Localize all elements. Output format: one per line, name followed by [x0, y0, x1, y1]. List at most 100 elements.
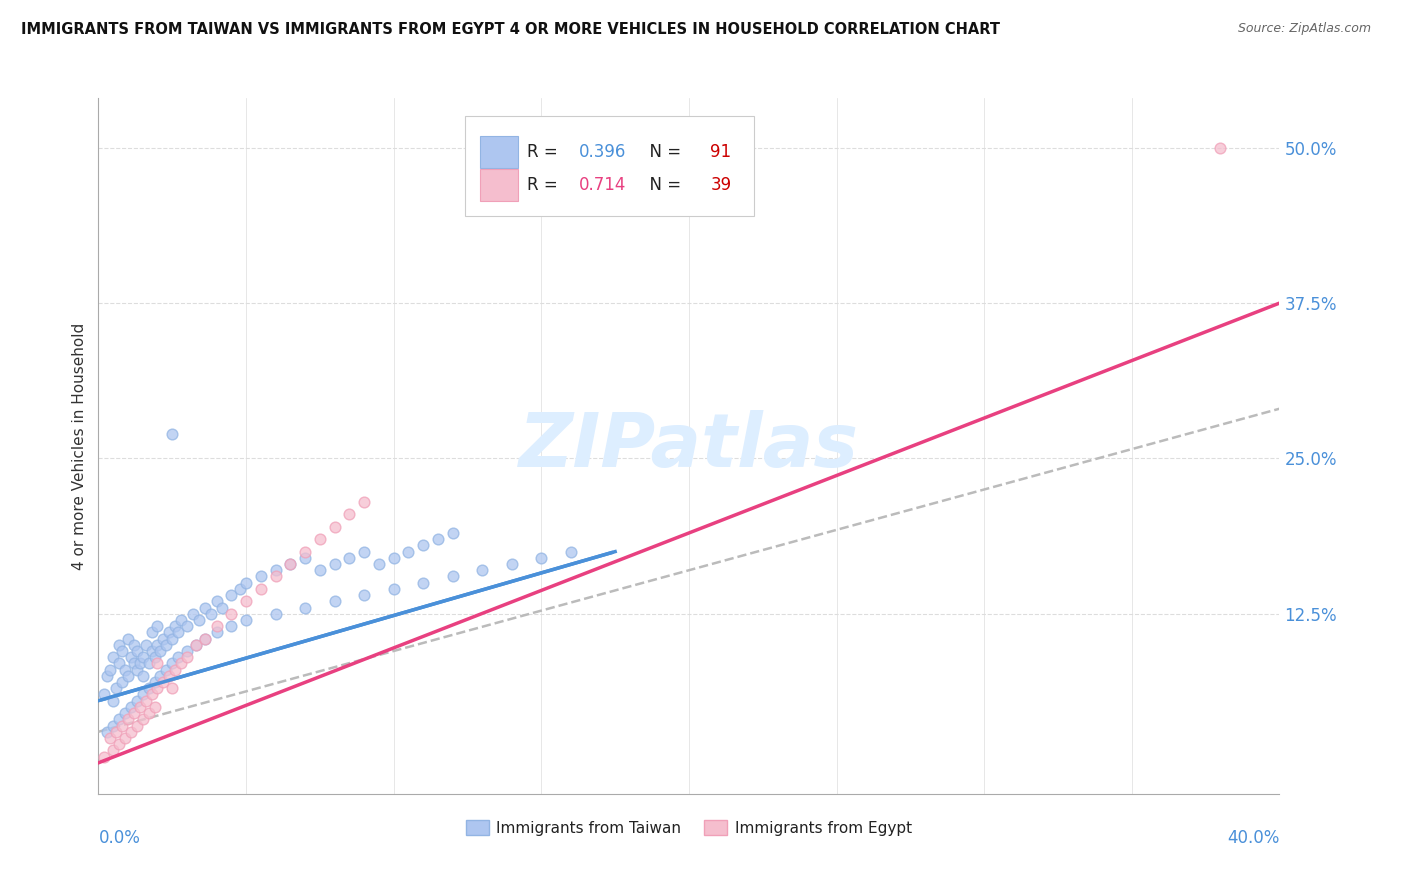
Point — [96, 724, 118, 739]
Point — [229, 582, 252, 596]
Point — [187, 613, 209, 627]
Point — [235, 575, 257, 590]
Point — [103, 743, 125, 757]
Point — [132, 650, 155, 665]
Point — [294, 600, 316, 615]
Point — [108, 712, 131, 726]
Point — [125, 644, 148, 658]
Text: N =: N = — [640, 176, 686, 194]
Point — [114, 663, 136, 677]
Text: ZIPatlas: ZIPatlas — [519, 409, 859, 483]
Point — [471, 563, 494, 577]
Text: 0.714: 0.714 — [579, 176, 627, 194]
Point — [170, 657, 193, 671]
Point — [294, 544, 316, 558]
Point — [382, 582, 405, 596]
Point — [117, 669, 139, 683]
Point — [398, 544, 420, 558]
Y-axis label: 4 or more Vehicles in Household: 4 or more Vehicles in Household — [72, 322, 87, 570]
Point — [93, 749, 115, 764]
Point — [138, 706, 160, 720]
Point — [167, 625, 190, 640]
Text: Source: ZipAtlas.com: Source: ZipAtlas.com — [1237, 22, 1371, 36]
Point — [162, 657, 183, 671]
Point — [117, 712, 139, 726]
Text: 40.0%: 40.0% — [1227, 829, 1279, 847]
Point — [155, 638, 177, 652]
Point — [108, 737, 131, 751]
Point — [264, 607, 287, 621]
Point — [250, 569, 273, 583]
FancyBboxPatch shape — [479, 169, 517, 201]
Point — [141, 625, 163, 640]
Point — [205, 625, 228, 640]
Point — [165, 663, 187, 677]
Point — [353, 588, 375, 602]
Point — [111, 644, 134, 658]
Point — [143, 699, 166, 714]
FancyBboxPatch shape — [479, 136, 517, 169]
Point — [155, 663, 177, 677]
Point — [323, 557, 346, 571]
Legend: Immigrants from Taiwan, Immigrants from Egypt: Immigrants from Taiwan, Immigrants from … — [460, 814, 918, 842]
Point — [441, 569, 464, 583]
Point — [105, 724, 128, 739]
Point — [114, 706, 136, 720]
Point — [152, 675, 174, 690]
Point — [143, 650, 166, 665]
Text: 39: 39 — [710, 176, 731, 194]
Point — [122, 657, 145, 671]
Point — [412, 538, 434, 552]
Point — [143, 675, 166, 690]
Point — [162, 632, 183, 646]
Text: 91: 91 — [710, 144, 731, 161]
Text: R =: R = — [527, 176, 564, 194]
Point — [125, 718, 148, 732]
Point — [200, 607, 222, 621]
Point — [194, 600, 217, 615]
Point — [264, 563, 287, 577]
Point — [560, 544, 582, 558]
Point — [184, 638, 207, 652]
Point — [128, 657, 150, 671]
Point — [427, 532, 450, 546]
Point — [108, 638, 131, 652]
Point — [194, 632, 217, 646]
Point — [211, 600, 233, 615]
Point — [1209, 141, 1232, 155]
Point — [103, 650, 125, 665]
Point — [138, 657, 160, 671]
Point — [530, 550, 553, 565]
Point — [353, 544, 375, 558]
Point — [221, 607, 243, 621]
Point — [135, 638, 157, 652]
Point — [122, 706, 145, 720]
Point — [181, 607, 204, 621]
Point — [141, 688, 163, 702]
Point — [280, 557, 302, 571]
Point — [105, 681, 128, 696]
Point — [176, 650, 198, 665]
Point — [353, 495, 375, 509]
Point — [368, 557, 391, 571]
Point — [194, 632, 217, 646]
Point — [162, 426, 183, 441]
Point — [205, 619, 228, 633]
Point — [176, 644, 198, 658]
Point — [146, 657, 169, 671]
Point — [125, 694, 148, 708]
Point — [120, 699, 142, 714]
Point — [264, 569, 287, 583]
Point — [205, 594, 228, 608]
Point — [146, 619, 169, 633]
Point — [103, 718, 125, 732]
Point — [135, 694, 157, 708]
Point — [103, 694, 125, 708]
Point — [176, 619, 198, 633]
Point — [111, 675, 134, 690]
Point — [132, 712, 155, 726]
Text: N =: N = — [640, 144, 686, 161]
Point — [132, 669, 155, 683]
Point — [141, 644, 163, 658]
Point — [120, 650, 142, 665]
